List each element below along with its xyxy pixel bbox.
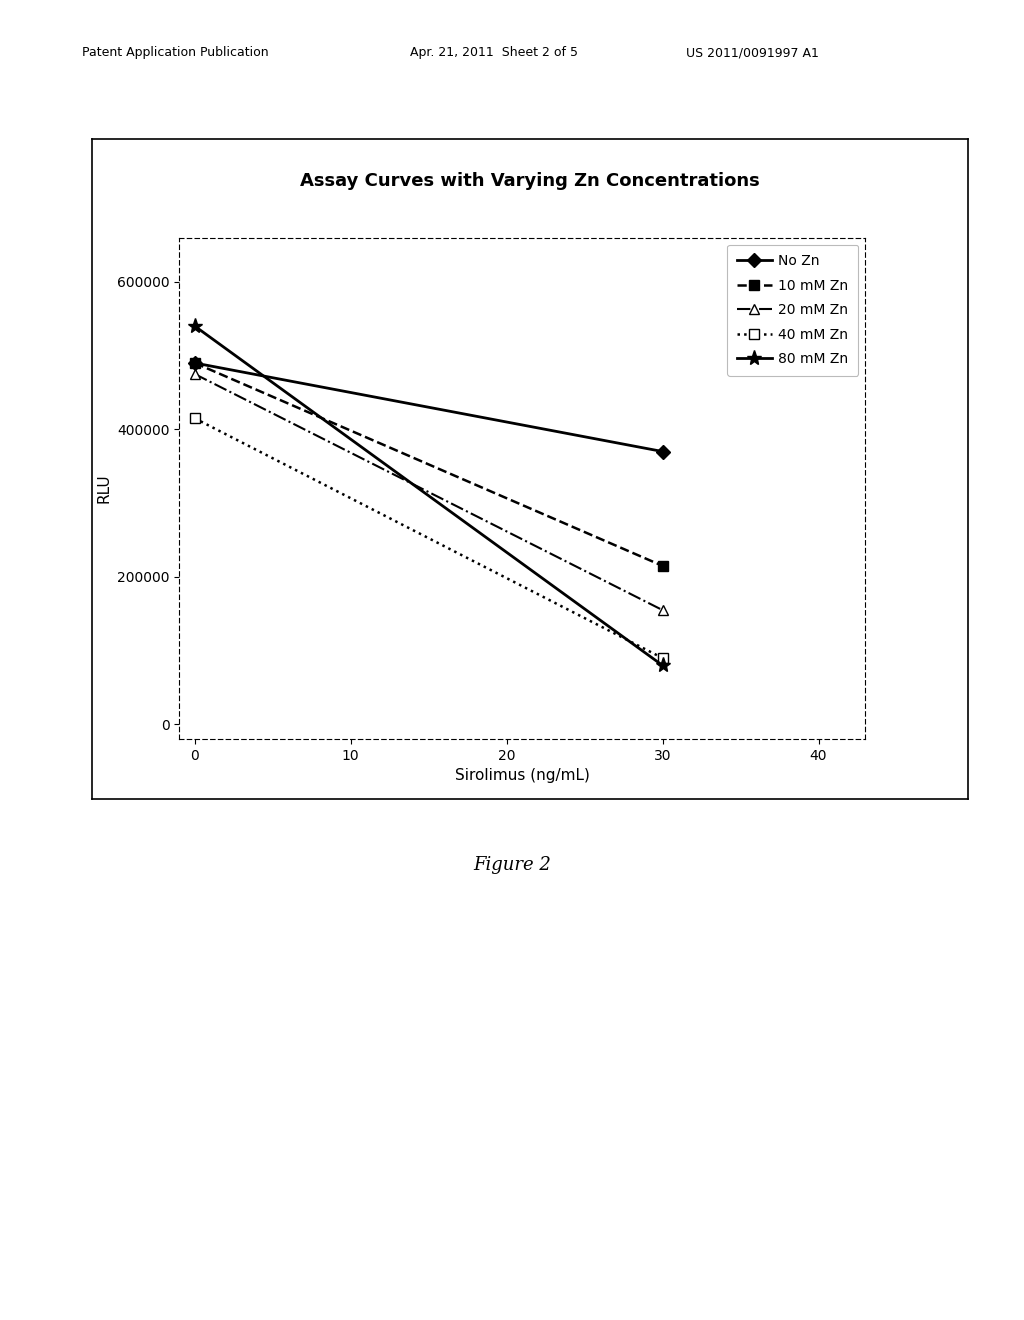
10 mM Zn <box>188 355 201 371</box>
20 mM Zn <box>656 602 669 618</box>
Line: 40 mM Zn: 40 mM Zn <box>189 413 668 663</box>
X-axis label: Sirolimus (ng/mL): Sirolimus (ng/mL) <box>455 768 590 784</box>
Line: No Zn: No Zn <box>189 358 668 457</box>
No Zn <box>188 355 201 371</box>
20 mM Zn <box>188 366 201 381</box>
80 mM Zn <box>656 657 669 673</box>
80 mM Zn <box>188 318 201 334</box>
Text: US 2011/0091997 A1: US 2011/0091997 A1 <box>686 46 819 59</box>
40 mM Zn <box>656 651 669 667</box>
No Zn <box>656 444 669 459</box>
40 mM Zn <box>188 411 201 426</box>
10 mM Zn <box>656 558 669 574</box>
Line: 80 mM Zn: 80 mM Zn <box>187 318 671 673</box>
Legend: No Zn, 10 mM Zn, 20 mM Zn, 40 mM Zn, 80 mM Zn: No Zn, 10 mM Zn, 20 mM Zn, 40 mM Zn, 80 … <box>727 244 858 376</box>
Text: Figure 2: Figure 2 <box>473 855 551 874</box>
Y-axis label: RLU: RLU <box>96 474 112 503</box>
Line: 10 mM Zn: 10 mM Zn <box>189 358 668 570</box>
Text: Assay Curves with Varying Zn Concentrations: Assay Curves with Varying Zn Concentrati… <box>300 172 760 190</box>
Text: Patent Application Publication: Patent Application Publication <box>82 46 268 59</box>
Line: 20 mM Zn: 20 mM Zn <box>189 370 668 615</box>
Text: Apr. 21, 2011  Sheet 2 of 5: Apr. 21, 2011 Sheet 2 of 5 <box>410 46 578 59</box>
